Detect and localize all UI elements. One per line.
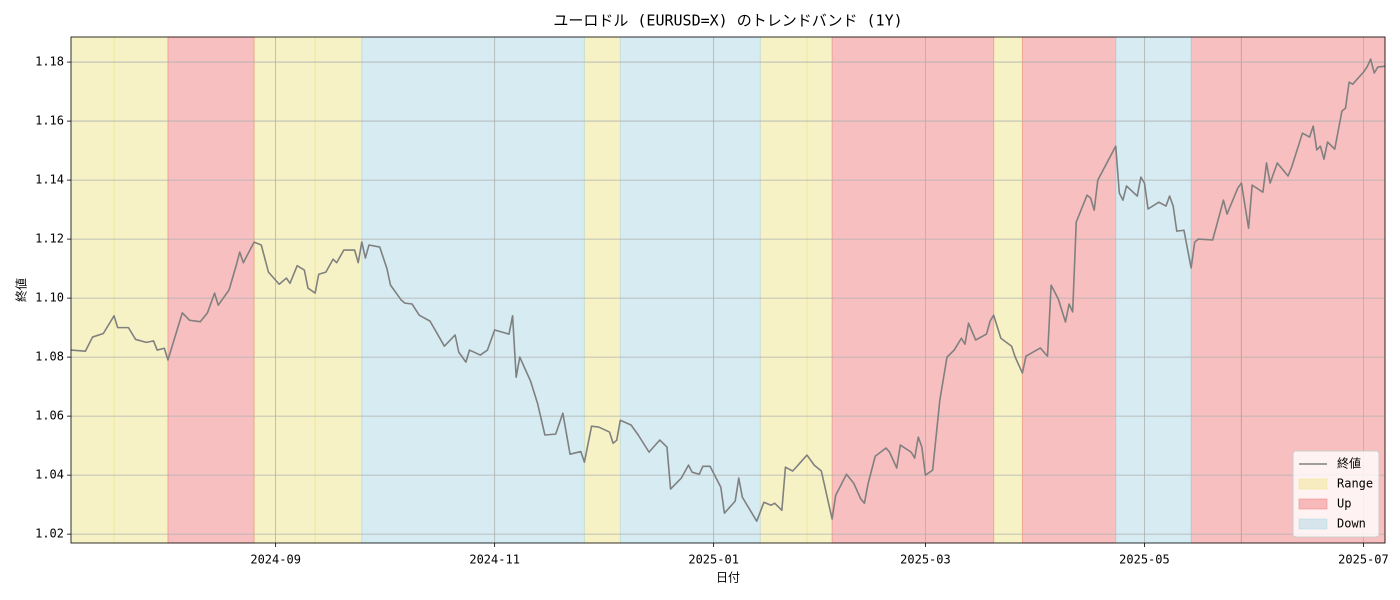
- y-tick-label: 1.06: [35, 409, 64, 423]
- y-tick-label: 1.12: [35, 232, 64, 246]
- x-tick-label: 2024-09: [250, 553, 301, 567]
- y-tick-label: 1.08: [35, 350, 64, 364]
- y-tick-label: 1.10: [35, 291, 64, 305]
- trend-band: [253, 36, 316, 544]
- trend-band: [1021, 36, 1117, 544]
- chart-title: ユーロドル (EURUSD=X) のトレンドバンド (1Y): [553, 12, 902, 30]
- legend-patch: [1298, 498, 1328, 510]
- trend-band: [1115, 36, 1192, 544]
- trend-band: [831, 36, 995, 544]
- grid: [71, 37, 1385, 543]
- x-axis-label: 日付: [716, 571, 740, 585]
- legend-label: Down: [1337, 517, 1366, 531]
- trend-band: [167, 36, 255, 544]
- price-line: [70, 58, 1386, 522]
- legend-label: 終値: [1337, 456, 1361, 471]
- x-tick-label: 2025-05: [1119, 553, 1170, 567]
- y-tick-label: 1.16: [35, 114, 64, 128]
- x-tick-label: 2025-07: [1338, 553, 1389, 567]
- legend-label: Up: [1337, 497, 1351, 511]
- legend-box: [1292, 450, 1380, 538]
- trend-band: [583, 36, 621, 544]
- plot-frame: [70, 36, 1386, 544]
- x-tick-label: 2025-03: [900, 553, 951, 567]
- trend-band: [806, 36, 833, 544]
- bands: [70, 36, 1386, 544]
- legend-patch: [1298, 518, 1328, 530]
- y-tick-label: 1.14: [35, 173, 64, 187]
- trend-band: [361, 36, 585, 544]
- trend-band: [1190, 36, 1242, 544]
- y-axis-label: 終値: [14, 278, 29, 302]
- x-tick-label: 2025-01: [688, 553, 739, 567]
- lines: [70, 58, 1386, 522]
- y-tick-label: 1.02: [35, 527, 64, 541]
- y-tick-label: 1.18: [35, 55, 64, 69]
- trend-band: [70, 36, 115, 544]
- y-tick-label: 1.04: [35, 468, 64, 482]
- trend-band: [113, 36, 169, 544]
- trend-band: [314, 36, 363, 544]
- legend-label: Range: [1337, 477, 1373, 491]
- legend-patch: [1298, 478, 1328, 490]
- trend-band: [993, 36, 1023, 544]
- trend-band: [759, 36, 808, 544]
- x-tick-label: 2024-11: [469, 553, 520, 567]
- legend: 終値 Range Up Down: [1292, 450, 1380, 538]
